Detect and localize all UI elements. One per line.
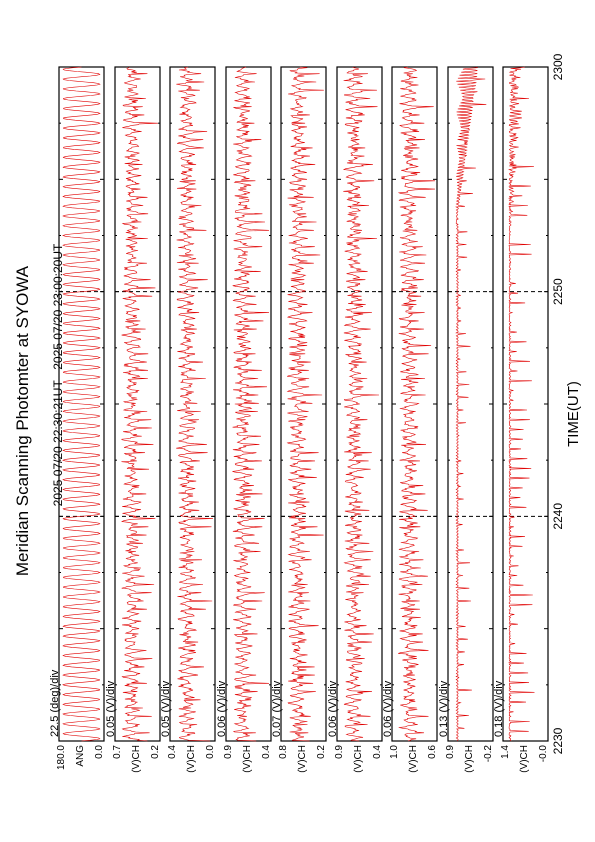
- panel-tick-low: 0.4: [261, 745, 272, 759]
- panel-tick-high: 1.4: [500, 745, 511, 759]
- panel-tick-low: 0.2: [316, 745, 327, 759]
- x-tick-labels: 2230 2240 2250 2300: [551, 53, 565, 754]
- x-axis-label: TIME(UT): [565, 381, 582, 447]
- panel-4: 0.06 (V)/div 0.9 0.4 (V)CH: [216, 66, 272, 773]
- panel-2: 0.05 (V)/div 0.7 0.2 (V)CH: [105, 66, 161, 773]
- series-trace: [121, 66, 159, 742]
- panel-axis-letters: (V)CH: [297, 745, 308, 773]
- series-trace: [232, 66, 270, 742]
- panel-1: 22.5 (deg)/div 180.0 0.0 ANG: [49, 66, 105, 770]
- series-trace: [455, 66, 487, 742]
- chart-subtitle: 2025 07/20 22:30:21UT - 2025 07/20 23:00…: [51, 243, 65, 506]
- x-tick-label: 2230: [551, 727, 565, 754]
- series-trace: [397, 66, 436, 742]
- panel-tick-high: 180.0: [56, 745, 67, 770]
- panel-6: 0.06 (V)/div 0.9 0.4 (V)CH: [327, 66, 383, 773]
- panel-frame: [391, 66, 438, 742]
- panel-scale-label: 0.06 (V)/div: [216, 680, 228, 737]
- panel-axis-letters: (V)CH: [408, 745, 419, 773]
- panel-tick-low: 0.0: [205, 745, 216, 759]
- chart-title: Meridian Scanning Photomter at SYOWA: [13, 265, 32, 576]
- panel-frame: [169, 66, 216, 742]
- panel-tick-high: 0.9: [334, 745, 345, 759]
- panel-3: 0.05 (V)/div 0.4 0.0 (V)CH: [160, 66, 216, 773]
- panel-tick-high: 0.9: [445, 745, 456, 759]
- panel-scale-label: 22.5 (deg)/div: [49, 669, 61, 737]
- panel-frame: [502, 66, 549, 742]
- panel-5: 0.07 (V)/div 0.8 0.2 (V)CH: [271, 66, 327, 773]
- panel-axis-letters: ANG: [75, 745, 86, 767]
- panel-tick-high: 1.0: [389, 745, 400, 759]
- panel-tick-low: 0.2: [150, 745, 161, 759]
- panel-axis-letters: (V)CH: [464, 745, 475, 773]
- series-trace: [176, 66, 214, 742]
- panel-tick-low: -0.0: [538, 745, 549, 763]
- panel-scale-label: 0.06 (V)/div: [382, 680, 394, 737]
- panel-8: 0.13 (V)/div 0.9 -0.2 (V)CH: [438, 66, 494, 773]
- series-trace: [286, 66, 324, 742]
- panel-scale-label: 0.05 (V)/div: [160, 680, 172, 737]
- series-trace: [508, 66, 535, 742]
- series-trace: [342, 66, 380, 742]
- panel-tick-low: -0.2: [483, 745, 494, 763]
- panel-tick-high: 0.9: [223, 745, 234, 759]
- panel-frame: [114, 66, 161, 742]
- panel-scale-label: 0.06 (V)/div: [327, 680, 339, 737]
- panel-axis-letters: (V)CH: [242, 745, 253, 773]
- panel-tick-high: 0.4: [167, 745, 178, 759]
- panel-scale-label: 0.07 (V)/div: [271, 680, 283, 737]
- panel-axis-letters: (V)CH: [353, 745, 364, 773]
- panel-frame: [225, 66, 272, 742]
- panel-tick-high: 0.7: [112, 745, 123, 759]
- x-tick-label: 2240: [551, 503, 565, 530]
- x-tick-label: 2300: [551, 53, 565, 80]
- x-tick-label: 2250: [551, 278, 565, 305]
- panel-scale-label: 0.05 (V)/div: [105, 680, 117, 737]
- panel-tick-low: 0.4: [372, 745, 383, 759]
- panel-tick-low: 0.0: [94, 745, 105, 759]
- panel-axis-letters: (V)CH: [186, 745, 197, 773]
- panel-scale-label: 0.18 (V)/div: [493, 680, 505, 737]
- panel-scale-label: 0.13 (V)/div: [438, 680, 450, 737]
- panel-9: 0.18 (V)/div 1.4 -0.0 (V)CH: [493, 66, 549, 773]
- panels-group: 22.5 (deg)/div 180.0 0.0 ANG 0.05 (V)/div 0.7…: [49, 66, 549, 773]
- panel-7: 0.06 (V)/div 1.0 0.6 (V)CH: [382, 66, 438, 773]
- panel-tick-high: 0.8: [278, 745, 289, 759]
- panel-tick-low: 0.6: [427, 745, 438, 759]
- panel-axis-letters: (V)CH: [131, 745, 142, 773]
- panel-axis-letters: (V)CH: [519, 745, 530, 773]
- series-trace: [62, 66, 101, 742]
